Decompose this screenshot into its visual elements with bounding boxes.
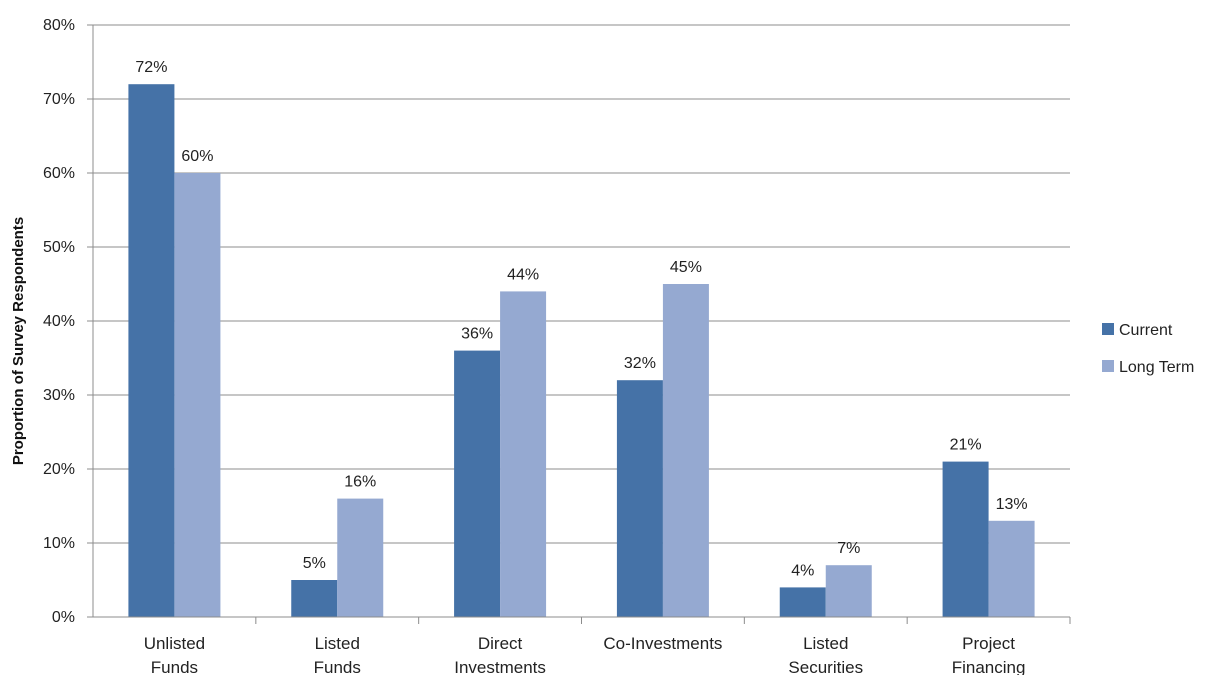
y-tick-label: 70% xyxy=(43,91,75,108)
y-tick-label: 60% xyxy=(43,165,75,182)
data-label: 5% xyxy=(303,555,326,572)
y-tick-label: 50% xyxy=(43,239,75,256)
bar-long-term xyxy=(500,291,547,617)
legend-label: Long Term xyxy=(1119,359,1194,376)
y-tick-label: 30% xyxy=(43,387,75,404)
x-axis-categories: Unlisted Funds Listed Funds Direct Investment… xyxy=(144,634,1026,675)
x-category-label: Project xyxy=(962,634,1015,653)
data-label: 32% xyxy=(624,355,656,372)
legend: Current Long Term xyxy=(1102,322,1194,376)
bar-long-term xyxy=(662,284,709,617)
bar-long-term xyxy=(988,520,1035,617)
data-label: 72% xyxy=(135,59,167,76)
bars xyxy=(128,84,1035,617)
data-label: 44% xyxy=(507,266,539,283)
gridlines xyxy=(87,24,1071,624)
data-label: 16% xyxy=(344,474,376,491)
y-axis-label: Proportion of Survey Respondents xyxy=(10,217,27,465)
bar-long-term xyxy=(337,498,384,617)
y-tick-label: 20% xyxy=(43,461,75,478)
legend-swatch xyxy=(1102,360,1114,372)
data-labels: 72% 60% 5% 16% 36% 44% 32% 45% 4% 7% 21% 13% xyxy=(135,59,1027,579)
y-tick-label: 40% xyxy=(43,313,75,330)
data-label: 36% xyxy=(461,326,493,343)
bar-current xyxy=(779,587,826,617)
x-category-label: Listed xyxy=(315,634,360,653)
x-category-label: Co-Investments xyxy=(603,634,722,653)
data-label: 4% xyxy=(791,562,814,579)
bar-current xyxy=(616,380,663,617)
bar-current xyxy=(128,84,175,617)
data-label: 13% xyxy=(996,496,1028,513)
bar-current xyxy=(454,350,501,617)
legend-swatch xyxy=(1102,323,1114,335)
bar-current xyxy=(942,461,989,617)
y-tick-label: 10% xyxy=(43,535,75,552)
x-category-label: Securities xyxy=(788,658,863,675)
data-label: 21% xyxy=(950,437,982,454)
x-category-label: Unlisted xyxy=(144,634,205,653)
x-category-label: Funds xyxy=(151,658,198,675)
x-category-label: Investments xyxy=(454,658,546,675)
bar-long-term xyxy=(825,565,872,617)
bar-current xyxy=(291,580,338,617)
bar-long-term xyxy=(174,173,221,617)
data-label: 45% xyxy=(670,259,702,276)
x-category-label: Listed xyxy=(803,634,848,653)
y-axis-ticks: 0% 10% 20% 30% 40% 50% 60% 70% 80% xyxy=(43,17,75,626)
x-category-label: Direct xyxy=(478,634,523,653)
y-tick-label: 80% xyxy=(43,17,75,34)
x-category-label: Financing xyxy=(952,658,1026,675)
data-label: 60% xyxy=(181,148,213,165)
x-category-label: Funds xyxy=(314,658,361,675)
y-tick-label: 0% xyxy=(52,609,75,626)
legend-label: Current xyxy=(1119,322,1173,339)
data-label: 7% xyxy=(837,540,860,557)
